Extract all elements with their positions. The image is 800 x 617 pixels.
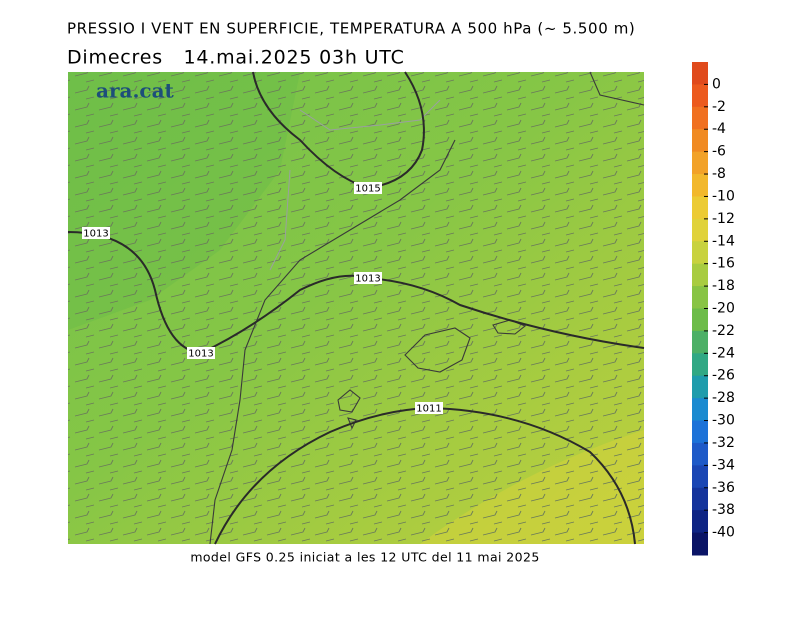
colorbar-segment bbox=[692, 442, 708, 466]
colorbar-tick-label: 0 bbox=[712, 76, 721, 92]
colorbar-segment bbox=[692, 263, 708, 287]
colorbar-tick-label: -30 bbox=[712, 413, 735, 429]
isobar-label: 1013 bbox=[82, 227, 110, 240]
isobar-label-box bbox=[82, 227, 110, 239]
colorbar-tick-label: -8 bbox=[712, 166, 726, 182]
colorbar-tick-label: -34 bbox=[712, 457, 735, 473]
colorbar-tick-label: -6 bbox=[712, 144, 726, 160]
isobar-label-box bbox=[354, 182, 382, 194]
colorbar-segment bbox=[692, 129, 708, 153]
isobar-label-box bbox=[354, 272, 382, 284]
colorbar-segment bbox=[692, 330, 708, 354]
colorbar-segment bbox=[692, 308, 708, 332]
model-footer: model GFS 0.25 iniciat a les 12 UTC del … bbox=[190, 550, 539, 565]
colorbar-tick-label: -10 bbox=[712, 188, 735, 204]
isobar-label-text: 1013 bbox=[83, 229, 108, 240]
isobar-label-box bbox=[187, 347, 215, 359]
map-title: PRESSIO I VENT EN SUPERFICIE, TEMPERATUR… bbox=[67, 20, 635, 38]
colorbar-tick-label: -28 bbox=[712, 390, 735, 406]
map-subtitle: Dimecres 14.mai.2025 03h UTC bbox=[67, 47, 405, 69]
colorbar-tick-label: -36 bbox=[712, 480, 735, 496]
border bbox=[269, 99, 441, 271]
colorbar-tick-label: -20 bbox=[712, 301, 735, 317]
isobar-label: 1013 bbox=[187, 347, 215, 360]
isobar-label-text: 1015 bbox=[355, 184, 380, 195]
colorbar-segment bbox=[692, 218, 708, 242]
colorbar-segment bbox=[692, 532, 708, 556]
colorbar-segment bbox=[692, 286, 708, 309]
colorbar-tick-label: -14 bbox=[712, 233, 735, 249]
colorbar-segment bbox=[692, 465, 708, 489]
isobar-label: 1015 bbox=[354, 182, 382, 195]
isobar-label-box bbox=[415, 402, 443, 414]
colorbar-segment bbox=[692, 151, 708, 175]
colorbar-segment bbox=[692, 398, 708, 422]
colorbar-segment bbox=[692, 62, 708, 85]
colorbar-segment bbox=[692, 174, 708, 197]
logo: ara.cat bbox=[96, 79, 175, 103]
colorbar-segment bbox=[692, 353, 708, 377]
colorbar: 0 -2 -4 -6 -8 -10 -12 -14 -16 -18 -20 -22 -24 -26 -28 -… bbox=[692, 62, 735, 556]
island-menorca bbox=[492, 319, 527, 335]
isobar-label: 1013 bbox=[354, 272, 382, 285]
colorbar-segment bbox=[692, 241, 708, 265]
map: 1015 1013 1013 1013 1011 ara.cat bbox=[67, 71, 645, 545]
colorbar-segment bbox=[692, 420, 708, 444]
colorbar-tick-label: -38 bbox=[712, 502, 735, 518]
isobar-label-text: 1013 bbox=[188, 349, 213, 360]
isobar bbox=[67, 231, 645, 355]
colorbar-segment bbox=[692, 510, 708, 534]
wind-barbs bbox=[68, 72, 644, 544]
colorbar-segment bbox=[692, 106, 708, 130]
coastline bbox=[209, 139, 456, 545]
isobar-label-text: 1011 bbox=[416, 404, 441, 415]
colorbar-tick-label: -22 bbox=[712, 323, 735, 339]
colorbar-tick-label: -16 bbox=[712, 256, 735, 272]
colorbar-segment bbox=[692, 84, 708, 108]
colorbar-tick-label: -18 bbox=[712, 278, 735, 294]
coastline bbox=[589, 71, 645, 106]
colorbar-tick-label: -40 bbox=[712, 525, 735, 541]
colorbar-tick-label: -24 bbox=[712, 345, 735, 361]
isobar-label-text: 1013 bbox=[355, 274, 380, 285]
colorbar-tick-label: -2 bbox=[712, 99, 726, 115]
colorbar-tick-label: -32 bbox=[712, 435, 735, 451]
colorbar-tick-label: -26 bbox=[712, 368, 735, 384]
colorbar-tick-label: -4 bbox=[712, 121, 726, 137]
colorbar-segment bbox=[692, 196, 708, 220]
colorbar-segment bbox=[692, 487, 708, 511]
colorbar-tick-label: -12 bbox=[712, 211, 735, 227]
island-mallorca bbox=[404, 327, 471, 373]
isobar-label: 1011 bbox=[415, 402, 443, 415]
colorbar-segment bbox=[692, 375, 708, 399]
